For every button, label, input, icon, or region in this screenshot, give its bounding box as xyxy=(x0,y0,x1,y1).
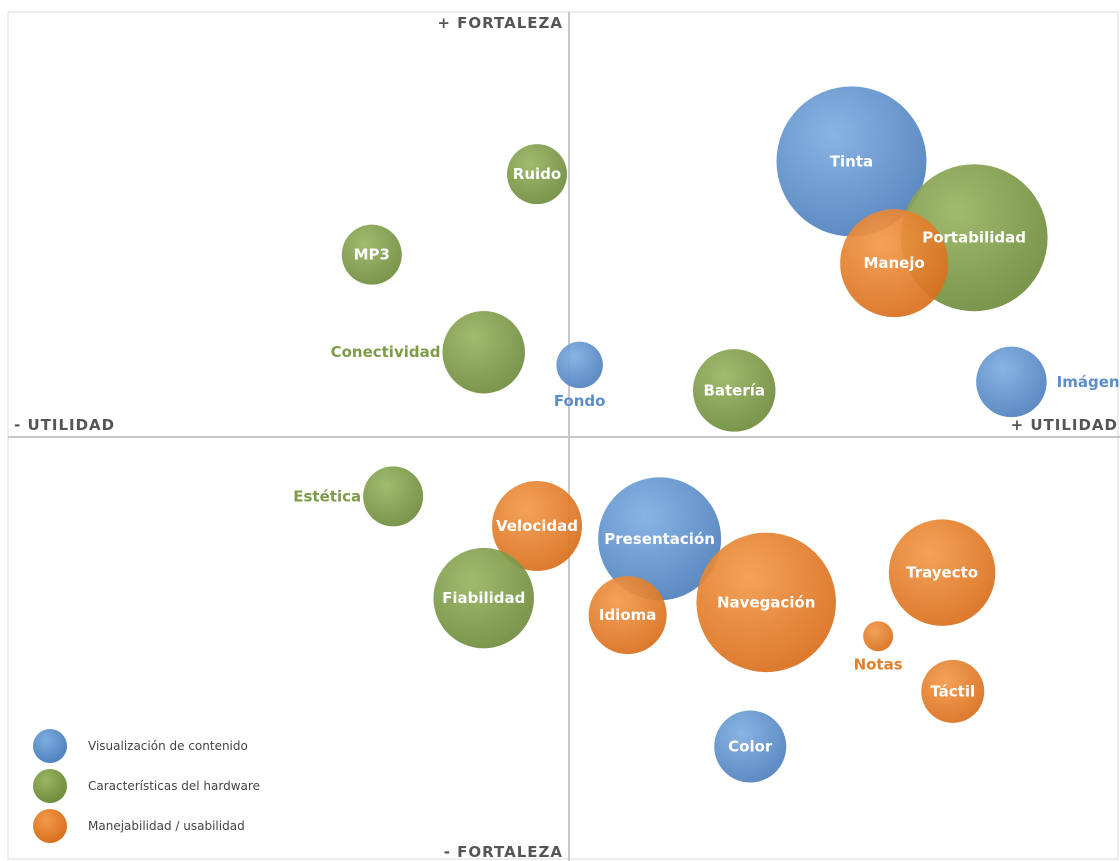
bubble-label-navegacion: Navegación xyxy=(717,593,816,611)
bubble-notas xyxy=(863,621,894,652)
bubble-presentacion xyxy=(598,477,722,601)
bubble-tactil xyxy=(921,659,985,723)
bubble-tinta xyxy=(776,86,927,237)
legend-label-contenido: Visualización de contenido xyxy=(88,739,248,753)
bubble-navegacion xyxy=(696,532,836,673)
bubble-label-conectividad: Conectividad xyxy=(331,343,441,361)
x-axis-negative-label: - UTILIDAD xyxy=(14,416,115,434)
bubble-ruido xyxy=(507,144,568,205)
bubble-imagenes xyxy=(976,346,1047,418)
labels-layer: Tinta Portabilidad Manejo Imágenes Batería Fo… xyxy=(293,152,1120,755)
bubble-idioma xyxy=(588,576,667,655)
bubble-bateria xyxy=(692,349,776,432)
y-axis-negative-label: - FORTALEZA xyxy=(444,843,563,861)
bubble-label-presentacion: Presentación xyxy=(604,530,715,548)
bubbles-layer xyxy=(341,86,1048,783)
bubble-label-trayecto: Trayecto xyxy=(906,564,978,582)
x-axis-positive-label: + UTILIDAD xyxy=(1011,416,1118,434)
bubble-label-velocidad: Velocidad xyxy=(496,517,578,535)
bubble-label-fondo: Fondo xyxy=(554,392,606,410)
bubble-fondo xyxy=(556,341,603,389)
bubble-label-tactil: Táctil xyxy=(930,682,975,700)
bubble-label-manejo: Manejo xyxy=(863,254,924,272)
bubble-velocidad xyxy=(492,481,583,572)
bubble-label-estetica: Estética xyxy=(293,487,361,505)
bubble-mp3 xyxy=(341,224,402,285)
bubble-label-color: Color xyxy=(728,738,773,756)
legend-label-hardware: Características del hardware xyxy=(88,779,260,793)
bubble-conectividad xyxy=(442,310,525,394)
legend-swatch-usabilidad xyxy=(33,809,67,843)
legend: Visualización de contenido Característica… xyxy=(33,729,260,843)
bubble-label-portabilidad: Portabilidad xyxy=(922,229,1026,247)
bubble-label-tinta: Tinta xyxy=(830,152,873,170)
plot-frame xyxy=(7,11,1119,860)
legend-swatch-contenido xyxy=(33,729,67,763)
bubble-fiabilidad xyxy=(433,547,534,649)
legend-swatch-hardware xyxy=(33,769,67,803)
bubble-estetica xyxy=(363,466,424,527)
bubble-label-imagenes: Imágenes xyxy=(1057,373,1120,391)
bubble-label-ruido: Ruido xyxy=(513,165,561,183)
bubble-label-notas: Notas xyxy=(854,655,903,673)
bubble-label-bateria: Batería xyxy=(703,381,765,399)
bubble-label-mp3: MP3 xyxy=(354,246,390,264)
bubble-color xyxy=(714,710,787,783)
y-axis-positive-label: + FORTALEZA xyxy=(437,14,563,32)
bubble-label-idioma: Idioma xyxy=(599,606,657,624)
bubble-manejo xyxy=(840,209,949,318)
bubble-trayecto xyxy=(888,519,996,626)
bubble-label-fiabilidad: Fiabilidad xyxy=(442,589,525,607)
legend-label-usabilidad: Manejabilidad / usabilidad xyxy=(88,819,245,833)
